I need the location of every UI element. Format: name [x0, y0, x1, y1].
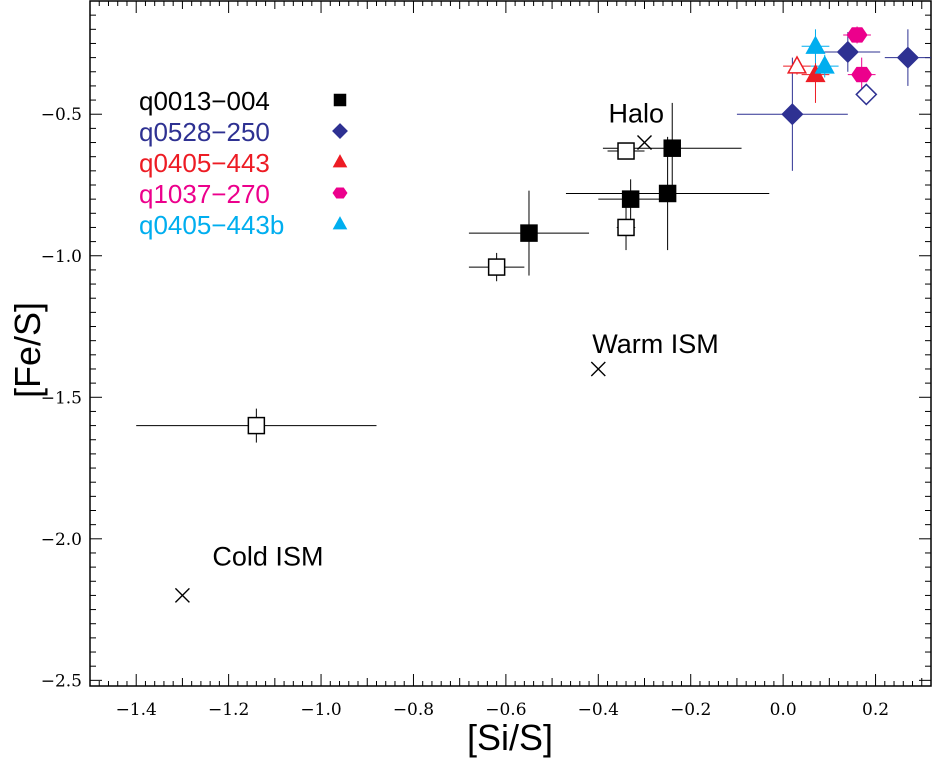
- legend-marker: [332, 123, 348, 139]
- reference-cross: [174, 587, 190, 603]
- plot-frame: [89, 0, 932, 687]
- x-tick-label: −1.4: [116, 700, 157, 720]
- data-point: [781, 103, 804, 126]
- data-point: [836, 40, 859, 64]
- x-tick-label: −0.2: [670, 700, 711, 720]
- reference-cross: [637, 135, 653, 151]
- data-point: [520, 224, 538, 242]
- x-tick-labels: −1.4 −1.2 −1.0 −0.8 −0.6 −0.4 −0.2 0.0 0.2: [116, 700, 890, 720]
- y-tick-label: −0.5: [41, 105, 82, 125]
- reference-cross: [590, 361, 606, 377]
- legend-marker: [332, 154, 348, 168]
- x-tick-label: 0.2: [862, 700, 889, 720]
- data-point: [855, 83, 878, 106]
- y-tick-label: −1.5: [41, 388, 82, 408]
- data-point: [786, 55, 808, 74]
- reference-markers: Halo Warm ISM Cold ISM: [174, 99, 719, 603]
- data-point: [487, 258, 506, 276]
- x-tick-label: −1.2: [208, 700, 249, 720]
- legend-marker: [332, 187, 348, 199]
- legend-label: q0528−250: [139, 117, 270, 147]
- data-point: [851, 66, 873, 83]
- data-point: [658, 184, 677, 203]
- y-tick-label: −1.0: [41, 247, 82, 267]
- data-points: [247, 27, 919, 435]
- axis-ticks: [89, 0, 931, 686]
- data-point: [663, 139, 681, 157]
- data-point: [617, 218, 635, 237]
- data-point: [805, 35, 826, 54]
- data-point: [814, 55, 835, 74]
- legend-label: q0405−443b: [139, 210, 284, 240]
- data-point: [247, 416, 266, 435]
- x-tick-label: −0.8: [393, 700, 434, 720]
- data-point: [617, 142, 635, 160]
- legend-label: q0405−443: [139, 148, 270, 178]
- y-tick-label: −2.5: [41, 671, 82, 691]
- data-point: [846, 27, 868, 43]
- legend-marker: [333, 93, 347, 107]
- reference-label: Cold ISM: [212, 541, 323, 571]
- y-tick-labels: −0.5 −1.0 −1.5 −2.0 −2.5: [41, 105, 82, 691]
- legend-marker: [332, 216, 348, 230]
- y-tick-label: −2.0: [41, 530, 82, 550]
- legend-label: q0013−004: [139, 86, 270, 116]
- reference-label: Warm ISM: [592, 329, 718, 359]
- data-point: [896, 46, 919, 69]
- legend: q0013−004q0528−250q0405−443q1037−270q040…: [139, 86, 348, 240]
- legend-label: q1037−270: [139, 179, 270, 209]
- reference-label: Halo: [609, 99, 665, 129]
- x-tick-label: −0.4: [578, 700, 619, 720]
- x-tick-label: −1.0: [300, 700, 341, 720]
- x-tick-label: −0.6: [485, 700, 526, 720]
- y-axis-title: [Fe/S]: [7, 302, 48, 398]
- x-axis-title: [Si/S]: [467, 717, 553, 758]
- x-tick-label: 0.0: [770, 700, 797, 720]
- data-point: [621, 190, 640, 208]
